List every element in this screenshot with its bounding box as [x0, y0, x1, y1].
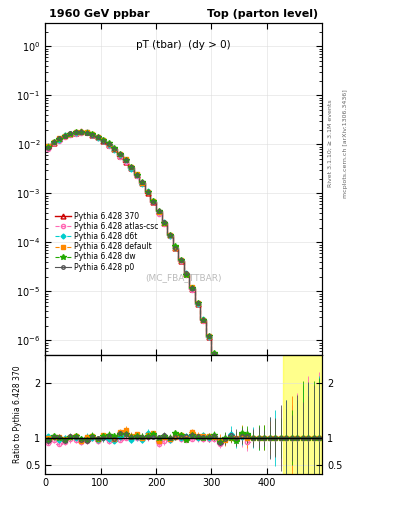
Text: (MC_FBA_TTBAR): (MC_FBA_TTBAR) [145, 273, 222, 282]
Y-axis label: Ratio to Pythia 6.428 370: Ratio to Pythia 6.428 370 [13, 366, 22, 463]
Text: Rivet 3.1.10; ≥ 3.1M events: Rivet 3.1.10; ≥ 3.1M events [328, 99, 333, 187]
Text: 1960 GeV ppbar: 1960 GeV ppbar [49, 9, 150, 19]
Bar [283, 355, 322, 474]
Text: pT (tbar)  (dy > 0): pT (tbar) (dy > 0) [136, 39, 231, 50]
Text: mcplots.cern.ch [arXiv:1306.3436]: mcplots.cern.ch [arXiv:1306.3436] [343, 89, 348, 198]
Text: Top (parton level): Top (parton level) [207, 9, 318, 19]
Legend: Pythia 6.428 370, Pythia 6.428 atlas-csc, Pythia 6.428 d6t, Pythia 6.428 default: Pythia 6.428 370, Pythia 6.428 atlas-csc… [55, 212, 159, 271]
